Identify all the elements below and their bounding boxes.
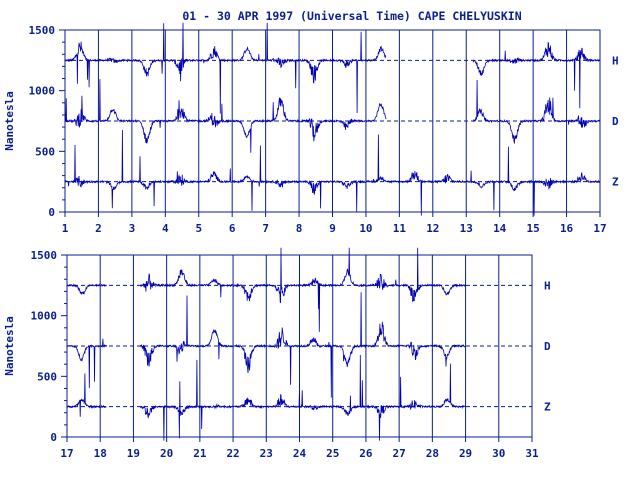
x-tick-label: 30 [492,447,505,460]
x-tick-label: 9 [329,222,336,235]
x-tick-label: 8 [296,222,303,235]
x-tick-label: 23 [260,447,273,460]
x-tick-label: 18 [94,447,107,460]
y-tick-label: 500 [37,370,57,383]
trace-H [66,247,466,332]
x-tick-label: 19 [127,447,140,460]
y-tick-label: 0 [50,431,57,444]
y-tick-label: 1500 [29,24,56,37]
x-tick-label: 13 [460,222,473,235]
series-label-H: H [612,54,619,67]
series-label-D: D [544,340,551,353]
x-tick-label: 5 [195,222,202,235]
series-label-Z: Z [612,176,619,189]
x-tick-label: 24 [293,447,307,460]
panel-top: 1 2 3 4 5 6 7 8 9 10 11 12 13 14 15 16 17050010001500Nan… [3,22,619,235]
y-tick-label: 1000 [31,310,58,323]
x-tick-label: 31 [525,447,539,460]
x-tick-label: 21 [193,447,207,460]
x-tick-label: 16 [560,222,574,235]
x-tick-label: 7 [262,222,269,235]
x-tick-label: 11 [393,222,407,235]
x-tick-label: 17 [593,222,606,235]
chart-title: 01 - 30 APR 1997 (Universal Time) CAPE C… [182,9,521,23]
x-tick-label: 25 [326,447,339,460]
y-tick-label: 1500 [31,249,58,262]
y-axis-label: Nanotesla [3,316,16,376]
trace-Z [66,354,466,441]
x-tick-label: 14 [493,222,507,235]
y-tick-label: 1000 [29,85,56,98]
x-tick-label: 28 [426,447,439,460]
x-tick-label: 3 [129,222,136,235]
trace-Z [64,130,601,216]
x-tick-label: 27 [393,447,406,460]
x-tick-label: 20 [160,447,173,460]
series-label-D: D [612,115,619,128]
x-tick-label: 4 [162,222,169,235]
trace-D [64,79,600,153]
y-tick-label: 500 [35,145,55,158]
x-tick-label: 6 [229,222,236,235]
x-tick-label: 10 [359,222,372,235]
x-tick-label: 15 [527,222,540,235]
x-tick-label: 2 [95,222,102,235]
x-tick-label: 26 [359,447,373,460]
series-label-H: H [544,279,551,292]
x-tick-label: 1 [62,222,69,235]
trace-H [65,22,600,114]
y-axis-label: Nanotesla [3,91,16,151]
trace-D [66,292,466,398]
series-label-Z: Z [544,401,551,414]
y-tick-label: 0 [48,206,55,219]
x-tick-label: 12 [426,222,439,235]
panel-bottom: 17 18 19 20 21 22 23 24 25 26 27 28 29 30 31 0 500 1000 15… [3,247,551,460]
x-tick-label: 29 [459,447,472,460]
x-tick-label: 17 [60,447,73,460]
x-tick-label: 22 [226,447,239,460]
